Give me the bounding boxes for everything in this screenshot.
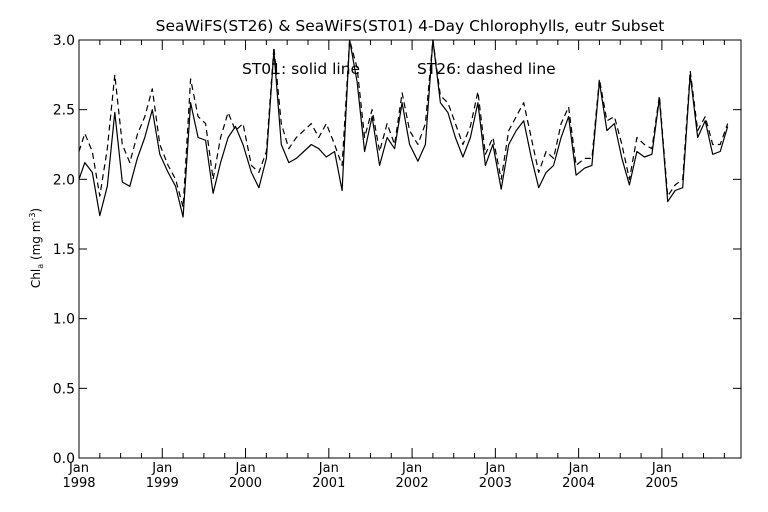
- y-tick-label: 1.0: [53, 312, 75, 328]
- y-tick-label: 1.5: [53, 242, 75, 258]
- y-tick-label: 0.0: [53, 451, 75, 467]
- x-tick-month-label: Jan: [318, 461, 339, 476]
- x-tick-month-label: Jan: [401, 461, 422, 476]
- x-tick-year-label: 2005: [645, 476, 678, 491]
- x-axis-ticks: Jan1998Jan1999Jan2000Jan2001Jan2002Jan20…: [62, 40, 725, 491]
- y-label-end: ): [29, 208, 43, 213]
- y-axis-ticks: 0.0 0.5 1.0 1.5 2.0 2.5 3.0: [53, 33, 741, 467]
- plot-frame: [78, 39, 742, 459]
- y-label-base: Chl: [29, 269, 43, 288]
- y-tick-label: 2.5: [53, 103, 75, 119]
- x-tick-year-label: 2002: [396, 476, 429, 491]
- x-tick-month-label: Jan: [651, 461, 672, 476]
- series-group: [78, 39, 729, 218]
- series-line-st01: [78, 39, 729, 218]
- x-tick-year-label: 2000: [229, 476, 262, 491]
- series-line-st26: [78, 39, 729, 208]
- x-tick-month-label: Jan: [68, 461, 89, 476]
- x-tick-year-label: 2004: [562, 476, 595, 491]
- x-tick-year-label: 2001: [312, 476, 345, 491]
- y-label-sub: a: [36, 264, 45, 269]
- chart-title: SeaWiFS(ST26) & SeaWiFS(ST01) 4-Day Chlo…: [156, 17, 665, 35]
- y-label-sup: -3: [28, 213, 37, 221]
- annotation-st26: ST26: dashed line: [417, 60, 556, 78]
- x-tick-year-label: 1998: [62, 476, 95, 491]
- y-tick-label: 3.0: [53, 33, 75, 49]
- y-tick-label: 2.0: [53, 172, 75, 188]
- annotation-st01: ST01: solid line: [242, 60, 360, 78]
- y-axis-label: Chla (mg m-3): [28, 208, 45, 288]
- x-tick-month-label: Jan: [235, 461, 256, 476]
- x-tick-month-label: Jan: [484, 461, 505, 476]
- x-tick-year-label: 1999: [146, 476, 179, 491]
- y-tick-label: 0.5: [53, 381, 75, 397]
- x-tick-month-label: Jan: [151, 461, 172, 476]
- x-tick-year-label: 2003: [479, 476, 512, 491]
- y-label-mid: (mg m: [29, 221, 43, 264]
- x-tick-month-label: Jan: [568, 461, 589, 476]
